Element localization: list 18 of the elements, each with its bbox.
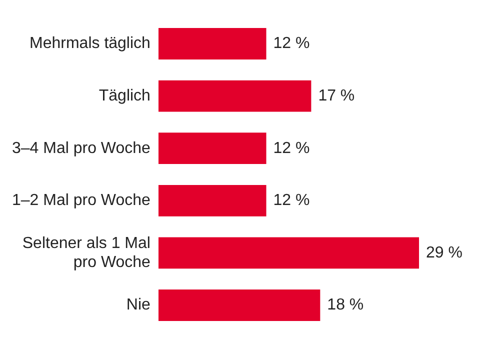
y-tick-label: Nie (126, 296, 151, 314)
y-tick-label: 3–4 Mal pro Woche (12, 140, 151, 157)
bar (158, 132, 266, 164)
data-label: 18 % (327, 296, 364, 314)
data-label: 12 % (273, 140, 310, 157)
data-label: 17 % (318, 87, 355, 104)
data-label: 12 % (273, 35, 310, 52)
y-tick-label: 1–2 Mal pro Woche (12, 192, 151, 210)
bar (158, 290, 320, 321)
bar (158, 184, 266, 216)
y-tick-label: Seltener als 1 Mal pro Woche (22, 234, 151, 271)
data-label: 12 % (273, 192, 310, 210)
bar (158, 28, 266, 60)
y-tick-label: Mehrmals täglich (30, 35, 150, 52)
bar (158, 80, 312, 112)
bar (158, 237, 420, 269)
y-tick-label: Täglich (98, 87, 150, 104)
data-label: 29 % (426, 244, 462, 262)
